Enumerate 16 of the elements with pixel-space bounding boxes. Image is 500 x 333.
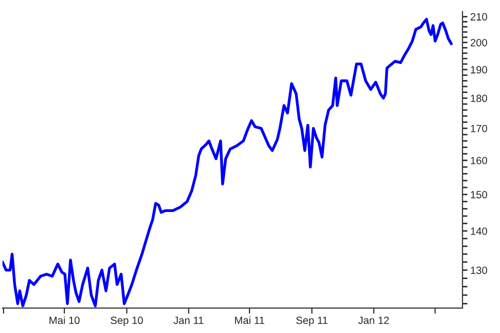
x-tick-label: Jan 12	[358, 316, 389, 324]
y-tick-label: 180	[470, 94, 488, 102]
y-tick-label: 170	[470, 124, 488, 132]
y-tick-label: 140	[470, 227, 488, 235]
y-tick-label: 130	[470, 266, 488, 274]
x-tick-label: Mai 10	[50, 316, 80, 324]
x-tick-label: Sep 10	[110, 316, 143, 326]
x-tick-label: Jan 11	[174, 316, 204, 324]
x-tick-label: Sep 11	[296, 316, 328, 326]
y-tick-label: 200	[470, 38, 488, 46]
line-series	[2, 18, 453, 308]
y-tick-label: 160	[470, 156, 488, 164]
x-tick-label: Mai 11	[235, 316, 264, 324]
y-tick-label: 150	[470, 190, 488, 198]
y-tick-label: 210	[470, 13, 488, 21]
y-tick-label: 190	[470, 66, 488, 74]
